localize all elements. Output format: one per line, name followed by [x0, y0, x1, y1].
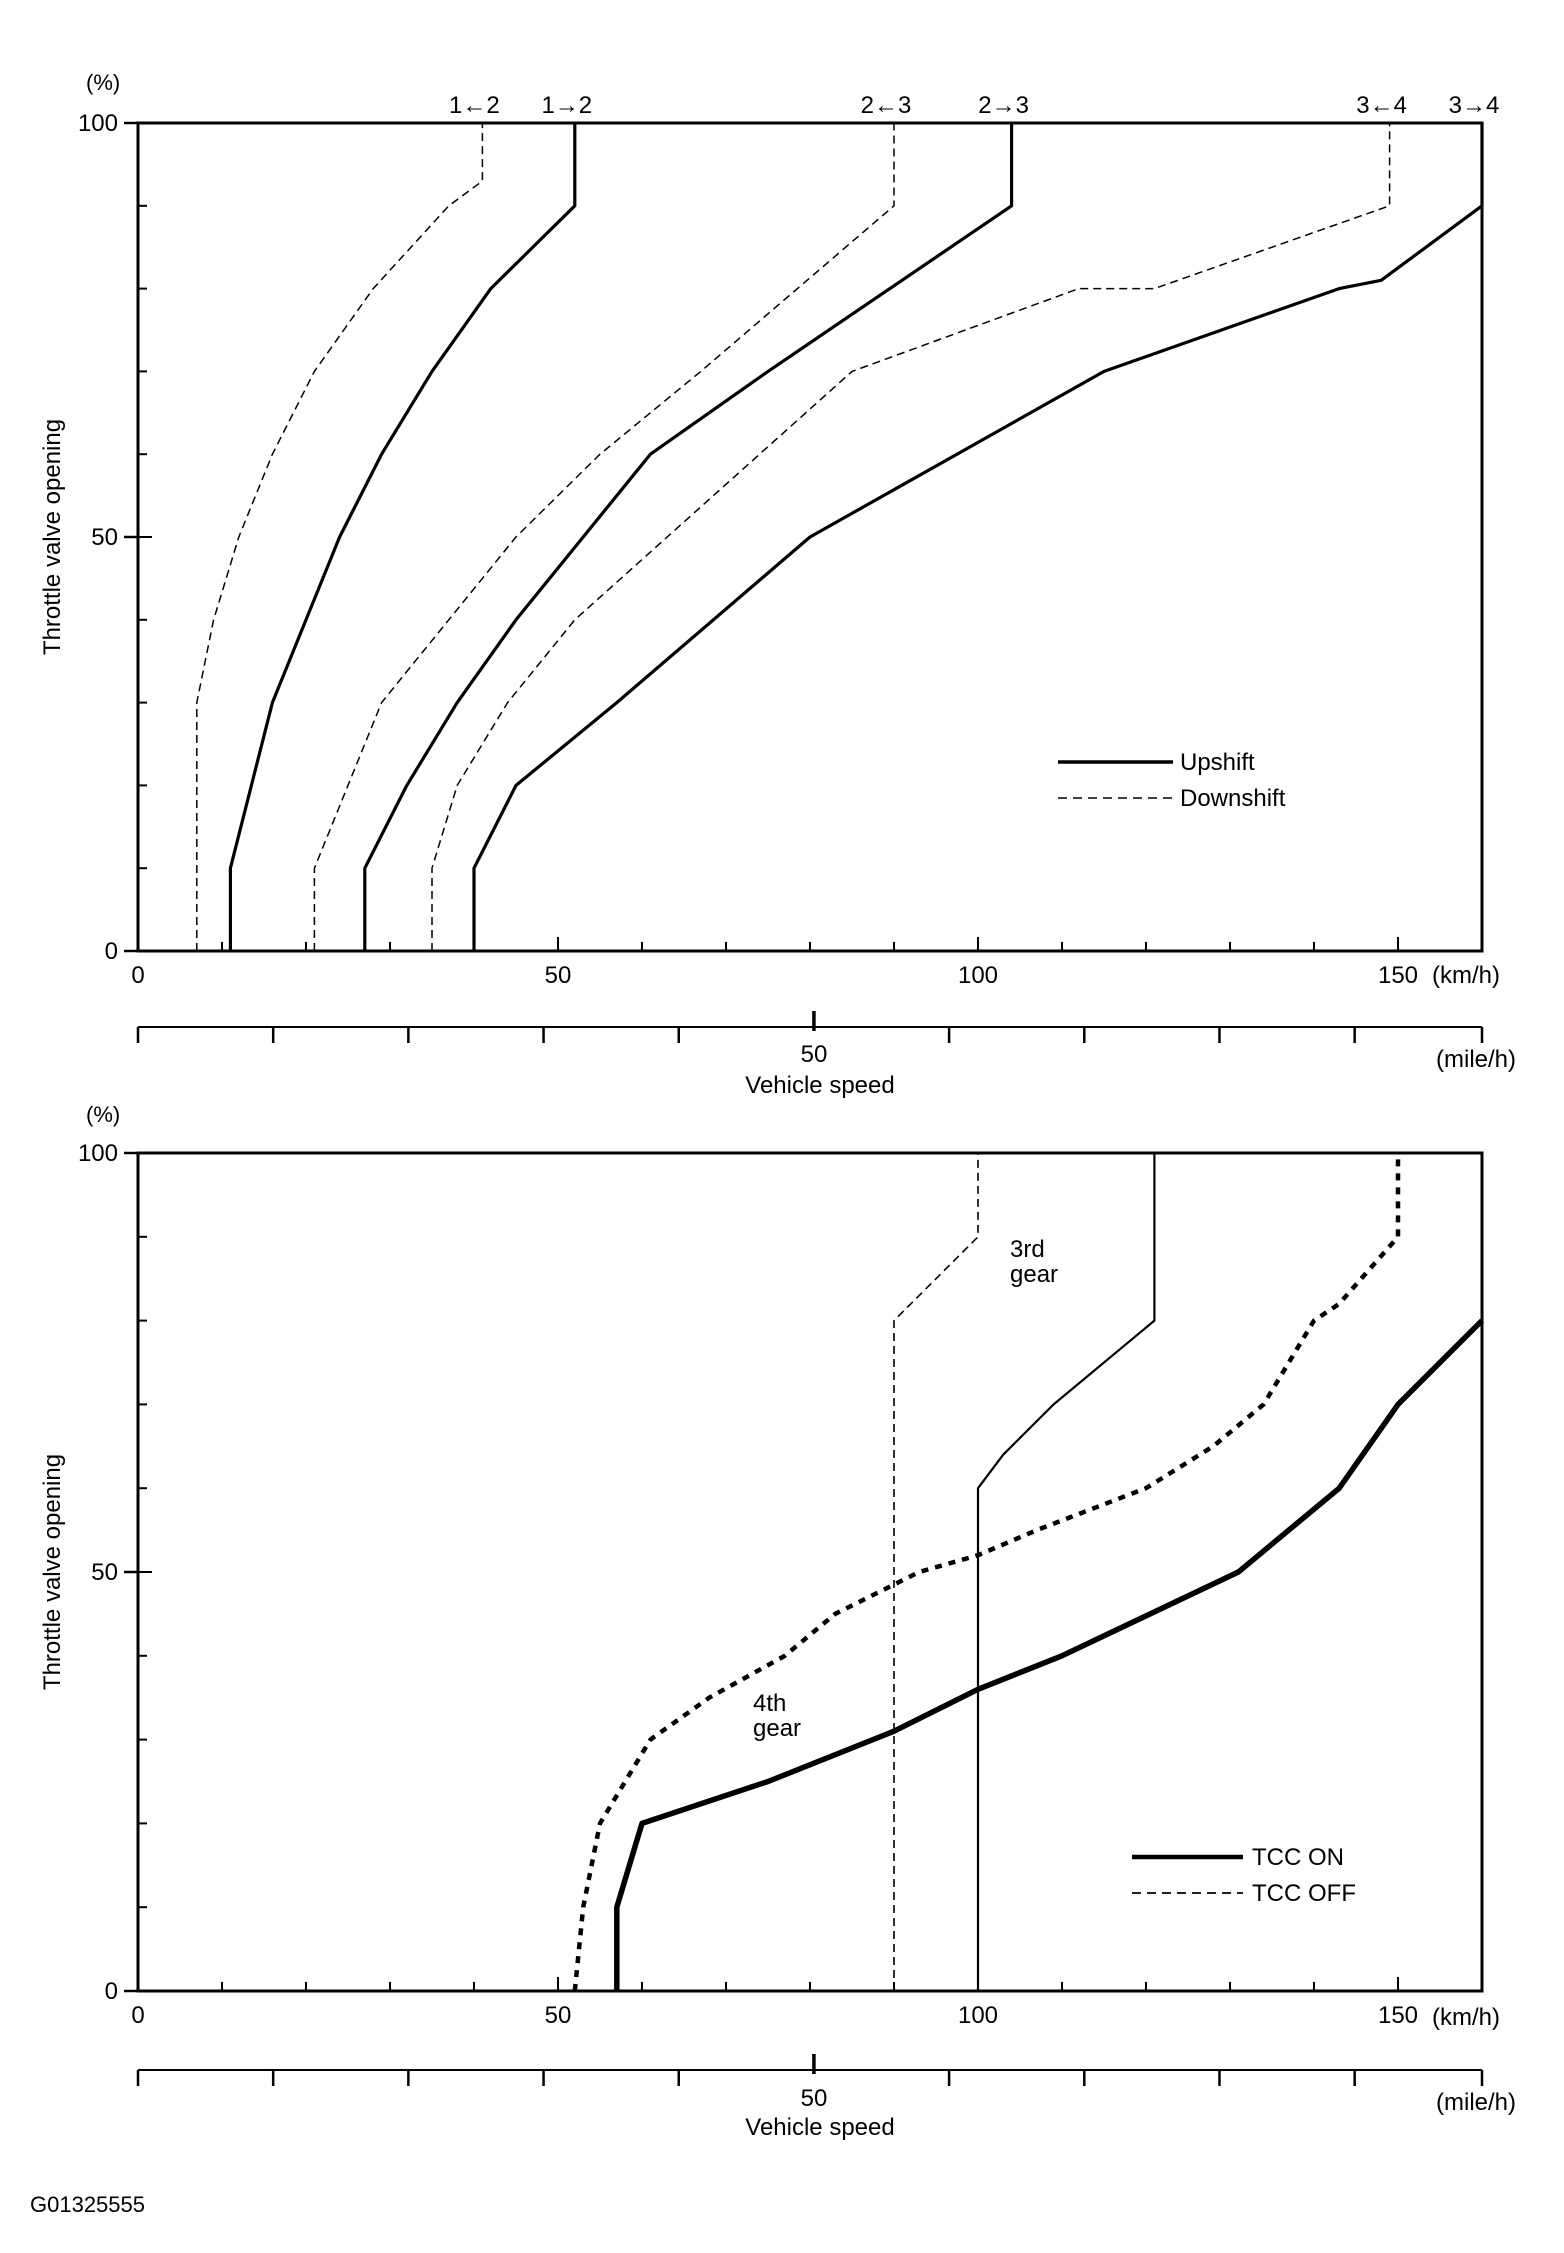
chart1-mph-unit: (mile/h) — [1436, 1046, 1516, 1073]
annotation-4th-gear: 4th gear — [753, 1690, 801, 1742]
tcc-line-3 — [614, 1318, 1484, 1991]
chart1-legend: Upshift Downshift — [1058, 749, 1286, 812]
chart2-x-unit: (km/h) — [1432, 2004, 1500, 2031]
chart2-mph-ticks — [136, 2054, 1484, 2086]
chart1-y-ticks: 0 50 100 — [78, 110, 152, 965]
x-tick-label: 100 — [958, 962, 998, 989]
upshift-downshift-chart: (%) Throttle valve opening 0 50 100 0 50 100… — [39, 70, 1516, 1099]
chart2-mph-tick-label: 50 — [801, 2085, 828, 2112]
chart1-mph-tick-label: 50 — [801, 1041, 828, 1068]
y-tick-label: 100 — [78, 1140, 118, 1167]
annotation-3rd-gear: 3rd gear — [1010, 1236, 1058, 1288]
x-tick-label: 100 — [958, 2002, 998, 2029]
chart2-x-ticks: 0 50 100 150 — [131, 1977, 1418, 2029]
x-tick-label: 150 — [1378, 2002, 1418, 2029]
chart1-y-axis-label: Throttle valve opening — [39, 419, 66, 655]
x-tick-label: 150 — [1378, 962, 1418, 989]
chart1-shift-labels: 1←2 1→2 2←3 2→3 3←4 3→4 — [449, 92, 1499, 119]
chart2-x-axis-label: Vehicle speed — [745, 2114, 894, 2141]
shift-line-3 — [363, 123, 1014, 951]
tcc-line-1 — [976, 1153, 1156, 1991]
shift-line-0 — [196, 123, 484, 951]
shift-label: 3←4 — [1356, 92, 1407, 119]
chart1-y-unit: (%) — [86, 70, 120, 95]
chart2-series — [572, 1153, 1484, 1992]
y-tick-label: 100 — [78, 110, 118, 137]
chart1-x-axis-label: Vehicle speed — [745, 1072, 894, 1099]
shift-label: 1→2 — [541, 92, 592, 119]
y-tick-label: 50 — [91, 524, 118, 551]
chart2-y-ticks: 0 50 100 — [78, 1140, 152, 2005]
chart1-mph-ticks — [136, 1011, 1484, 1043]
annotation-3rd-gear-line1: 3rd — [1010, 1236, 1045, 1263]
chart2-mph-unit: (mile/h) — [1436, 2089, 1516, 2116]
chart1-series — [196, 123, 1484, 951]
x-tick-label: 0 — [131, 962, 144, 989]
chart1-x-ticks: 0 50 100 150 — [131, 937, 1418, 989]
legend-downshift-label: Downshift — [1180, 785, 1286, 812]
tcc-line-2 — [572, 1153, 1401, 1992]
annotation-4th-gear-line1: 4th — [753, 1690, 786, 1717]
shift-label: 2←3 — [861, 92, 912, 119]
shift-label: 3→4 — [1449, 92, 1500, 119]
annotation-3rd-gear-line2: gear — [1010, 1261, 1058, 1288]
x-tick-label: 50 — [545, 2002, 572, 2029]
x-tick-label: 0 — [131, 2002, 144, 2029]
legend-tcc-on-label: TCC ON — [1252, 1844, 1344, 1871]
y-tick-label: 0 — [105, 1978, 118, 2005]
legend-tcc-off-label: TCC OFF — [1252, 1880, 1356, 1907]
legend-upshift-label: Upshift — [1180, 749, 1255, 776]
chart2-legend: TCC ON TCC OFF — [1132, 1844, 1356, 1907]
shift-line-1 — [228, 123, 577, 951]
annotation-4th-gear-line2: gear — [753, 1715, 801, 1742]
tcc-chart: (%) Throttle valve opening 0 50 100 0 50 100… — [39, 1102, 1516, 2141]
shift-line-5 — [472, 123, 1484, 951]
shift-label: 2→3 — [978, 92, 1029, 119]
chart2-y-axis-label: Throttle valve opening — [39, 1454, 66, 1690]
shift-label: 1←2 — [449, 92, 500, 119]
tcc-line-0 — [893, 1153, 979, 1991]
shift-line-2 — [313, 123, 895, 951]
y-tick-label: 0 — [105, 938, 118, 965]
figure-id: G01325555 — [30, 2192, 145, 2217]
chart1-x-unit: (km/h) — [1432, 962, 1500, 989]
y-tick-label: 50 — [91, 1559, 118, 1586]
shift-line-4 — [431, 123, 1391, 951]
x-tick-label: 50 — [545, 962, 572, 989]
chart2-y-unit: (%) — [86, 1102, 120, 1127]
